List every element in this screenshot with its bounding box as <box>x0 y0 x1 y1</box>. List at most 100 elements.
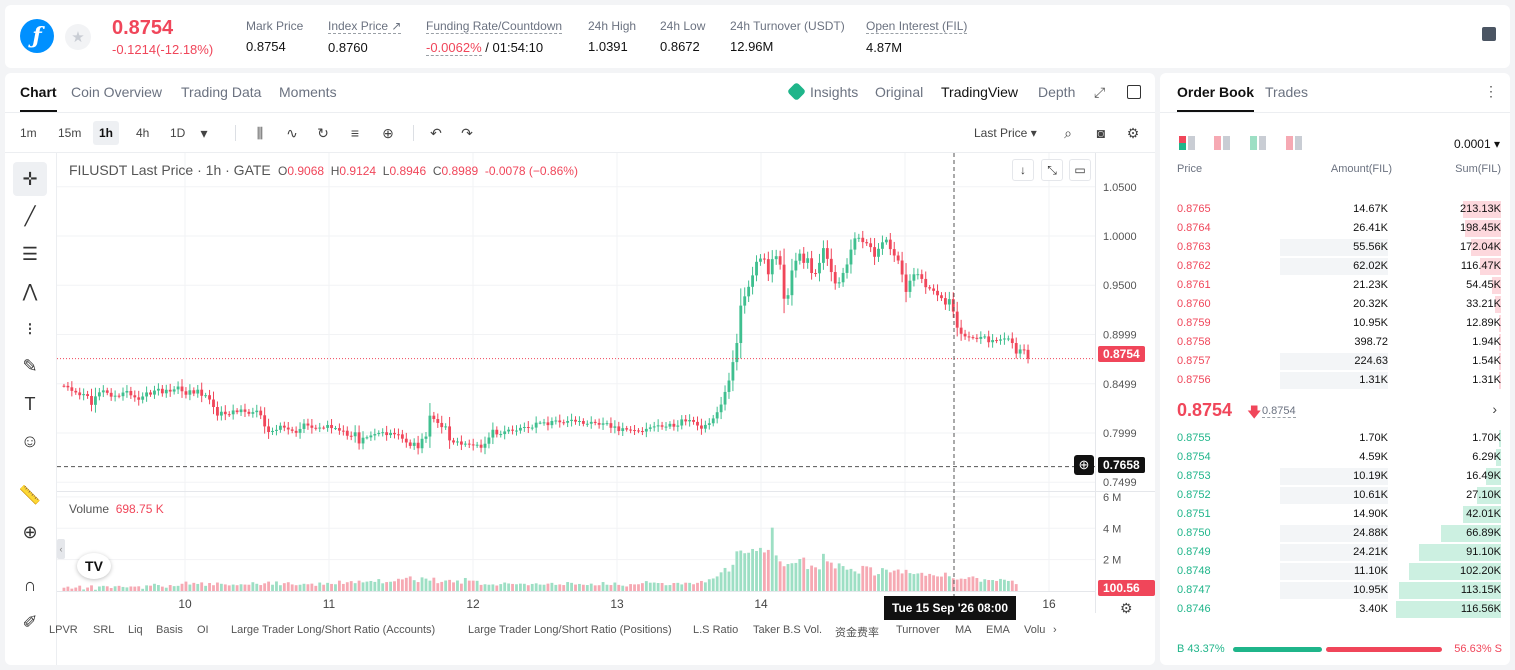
collapse-icon[interactable]: ⤡ <box>1041 159 1063 181</box>
ask-row[interactable]: 0.8764 26.41K 198.45K <box>1160 219 1510 238</box>
row-price[interactable]: 0.8747 <box>1177 584 1211 596</box>
indicator-lpvr[interactable]: LPVR <box>49 624 78 636</box>
stat-index-price[interactable]: Index Price ↗ 0.8760 <box>328 19 402 55</box>
stat-label[interactable]: Index Price ↗ <box>328 19 402 34</box>
row-price[interactable]: 0.8765 <box>1177 203 1211 215</box>
indicator-turnover[interactable]: Turnover <box>896 624 940 636</box>
axis-settings-icon[interactable]: ⚙ <box>1120 600 1133 616</box>
fib-lines-tool-icon[interactable]: ☰ <box>21 243 39 264</box>
row-price[interactable]: 0.8761 <box>1177 279 1211 291</box>
row-price[interactable]: 0.8746 <box>1177 603 1211 615</box>
bid-row[interactable]: 0.8746 3.40K 116.56K <box>1160 600 1510 619</box>
mode-depth[interactable]: Depth <box>1038 84 1076 100</box>
indicator-oi[interactable]: OI <box>197 624 209 636</box>
indicator-scroll-right-icon[interactable]: › <box>1053 624 1057 636</box>
ask-row[interactable]: 0.8761 21.23K 54.45K <box>1160 276 1510 295</box>
row-price[interactable]: 0.8750 <box>1177 527 1211 539</box>
row-price[interactable]: 0.8756 <box>1177 374 1211 386</box>
view-both-icon[interactable] <box>1179 136 1195 150</box>
mode-tradingview[interactable]: TradingView <box>941 84 1019 100</box>
row-price[interactable]: 0.8758 <box>1177 336 1211 348</box>
zoom-tool-icon[interactable]: ⊕ <box>22 521 38 542</box>
row-price[interactable]: 0.8755 <box>1177 432 1211 444</box>
tradingview-logo-icon[interactable]: TV <box>77 553 111 579</box>
more-menu-icon[interactable]: ⋮ <box>1484 83 1498 99</box>
bid-row[interactable]: 0.8748 11.10K 102.20K <box>1160 562 1510 581</box>
tab-order-book[interactable]: Order Book <box>1177 84 1255 112</box>
brush-tool-icon[interactable]: ✎ <box>22 355 38 376</box>
pattern-tool-icon[interactable]: ⋀ <box>22 280 38 301</box>
bid-row[interactable]: 0.8753 10.19K 16.49K <box>1160 467 1510 486</box>
view-asks-icon[interactable] <box>1214 136 1230 150</box>
price-source-select[interactable]: Last Price ▾ <box>974 126 1037 140</box>
indicator-srl[interactable]: SRL <box>93 624 115 636</box>
indicator-basis[interactable]: Basis <box>156 624 183 636</box>
indicators-icon[interactable]: ∿ <box>286 125 298 141</box>
tab-moments[interactable]: Moments <box>279 84 337 100</box>
ask-row[interactable]: 0.8765 14.67K 213.13K <box>1160 200 1510 219</box>
bid-row[interactable]: 0.8754 4.59K 6.29K <box>1160 448 1510 467</box>
ask-row[interactable]: 0.8763 55.56K 172.04K <box>1160 238 1510 257</box>
scroll-down-icon[interactable]: ↓ <box>1012 159 1034 181</box>
book-icon[interactable] <box>1482 27 1496 41</box>
compare-icon[interactable]: ↻ <box>317 125 329 141</box>
row-price[interactable]: 0.8759 <box>1177 317 1211 329</box>
templates-icon[interactable]: ≡ <box>350 125 360 141</box>
mode-original[interactable]: Original <box>875 84 924 100</box>
expand-icon[interactable]: ⤢ <box>1094 84 1106 100</box>
window-icon[interactable] <box>1127 85 1141 99</box>
row-price[interactable]: 0.8752 <box>1177 489 1211 501</box>
row-price[interactable]: 0.8762 <box>1177 260 1211 272</box>
indicator-ls-ratio[interactable]: L.S Ratio <box>693 624 739 636</box>
row-price[interactable]: 0.8754 <box>1177 451 1211 463</box>
bid-row[interactable]: 0.8755 1.70K 1.70K <box>1160 429 1510 448</box>
favorite-star-icon[interactable]: ★ <box>65 24 91 50</box>
measure-tool-icon[interactable]: 📏 <box>18 484 42 505</box>
candlestick-chart[interactable]: 1.0500 1.0000 0.9500 0.8999 0.8499 0.7999 0.74… <box>57 153 1155 613</box>
interval-15m[interactable]: 15m <box>58 126 82 140</box>
interval-1h[interactable]: 1h <box>93 121 120 145</box>
maximize-icon[interactable]: ▭ <box>1069 159 1091 181</box>
tab-coin-overview[interactable]: Coin Overview <box>71 84 163 100</box>
chart-canvas[interactable]: 1.0500 1.0000 0.9500 0.8999 0.8499 0.7999 0.74… <box>57 153 1155 620</box>
add-indicator-icon[interactable]: ⊕ <box>382 125 394 141</box>
chevron-right-icon[interactable]: › <box>1492 401 1497 417</box>
view-depth-icon[interactable] <box>1286 136 1302 150</box>
row-price[interactable]: 0.8760 <box>1177 298 1211 310</box>
ask-row[interactable]: 0.8762 62.02K 116.47K <box>1160 257 1510 276</box>
bid-row[interactable]: 0.8747 10.95K 113.15K <box>1160 581 1510 600</box>
collapse-handle-icon[interactable]: ‹ <box>57 539 65 559</box>
emoji-tool-icon[interactable]: ☺ <box>20 430 40 451</box>
price-source-label[interactable]: Last Price <box>974 126 1028 140</box>
bid-row[interactable]: 0.8750 24.88K 66.89K <box>1160 524 1510 543</box>
undo-icon[interactable]: ↶ <box>430 125 442 141</box>
ask-row[interactable]: 0.8758 398.72 1.94K <box>1160 333 1510 352</box>
indicator-ema[interactable]: EMA <box>986 624 1010 636</box>
indicator-ma[interactable]: MA <box>955 624 972 636</box>
precision-value[interactable]: 0.0001 <box>1453 137 1491 151</box>
tab-chart[interactable]: Chart <box>20 84 57 112</box>
precision-select[interactable]: 0.0001 ▾ <box>1453 137 1500 151</box>
tab-trading-data[interactable]: Trading Data <box>181 84 262 100</box>
magnet-tool-icon[interactable]: ∩ <box>23 574 37 595</box>
row-price[interactable]: 0.8757 <box>1177 355 1211 367</box>
trendline-tool-icon[interactable]: ╱ <box>24 205 36 226</box>
indicator-liq[interactable]: Liq <box>128 624 143 636</box>
mode-insights[interactable]: Insights <box>810 84 859 100</box>
settings-gear-icon[interactable]: ⚙ <box>1126 125 1140 141</box>
bid-row[interactable]: 0.8751 14.90K 42.01K <box>1160 505 1510 524</box>
camera-icon[interactable]: ◙ <box>1096 125 1106 141</box>
interval-4h[interactable]: 4h <box>136 126 150 140</box>
interval-dropdown-icon[interactable]: ▾ <box>200 125 208 141</box>
row-price[interactable]: 0.8751 <box>1177 508 1211 520</box>
crosshair-tool-icon[interactable]: ✛ <box>13 162 47 196</box>
bid-row[interactable]: 0.8749 24.21K 91.10K <box>1160 543 1510 562</box>
indicator-ltlsr-positions[interactable]: Large Trader Long/Short Ratio (Positions… <box>468 624 672 636</box>
projection-tool-icon[interactable]: ⁝ <box>27 318 33 339</box>
candle-type-icon[interactable]: ⫼ <box>256 125 264 141</box>
text-tool-icon[interactable]: T <box>24 393 36 414</box>
ask-row[interactable]: 0.8756 1.31K 1.31K <box>1160 371 1510 390</box>
row-price[interactable]: 0.8764 <box>1177 222 1211 234</box>
search-icon[interactable]: ⌕ <box>1064 125 1072 141</box>
tab-trades[interactable]: Trades <box>1265 84 1309 100</box>
